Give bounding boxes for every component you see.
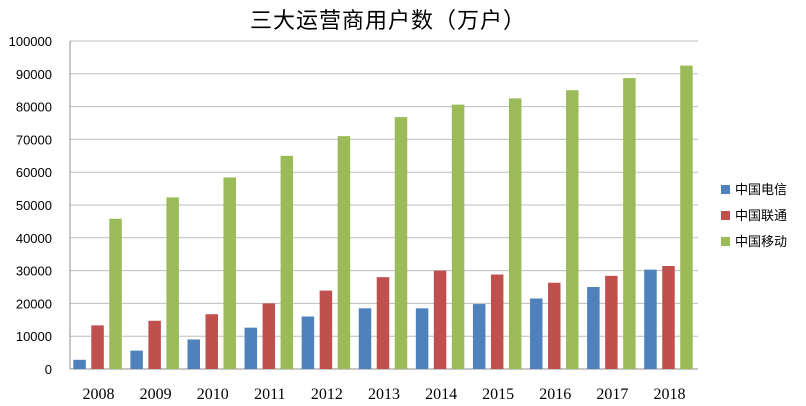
bar-中国电信-2008 bbox=[73, 359, 86, 369]
legend-label: 中国联通 bbox=[735, 209, 787, 224]
y-tick-label: 50000 bbox=[16, 198, 52, 213]
legend-swatch bbox=[721, 185, 730, 194]
x-tick-label: 2012 bbox=[311, 386, 343, 403]
bar-中国联通-2014 bbox=[433, 270, 447, 369]
y-tick-label: 60000 bbox=[16, 165, 52, 180]
y-tick-label: 30000 bbox=[16, 264, 52, 279]
bar-中国联通-2008 bbox=[91, 325, 104, 369]
bar-中国移动-2017 bbox=[623, 78, 636, 370]
bar-中国电信-2014 bbox=[415, 308, 429, 369]
bar-中国电信-2011 bbox=[244, 327, 258, 369]
bar-中国联通-2016 bbox=[548, 282, 561, 369]
bar-中国移动-2010 bbox=[223, 177, 236, 369]
bar-中国电信-2015 bbox=[472, 304, 486, 369]
legend-swatch bbox=[721, 237, 730, 246]
y-tick-label: 10000 bbox=[16, 329, 52, 344]
x-axis-ticks: 2008 2009 2010 2011 2012 2013 2014 2015 2016 2017… bbox=[83, 386, 686, 403]
y-tick-label: 90000 bbox=[16, 67, 52, 82]
x-tick-label: 2008 bbox=[83, 386, 115, 403]
y-axis-ticks: 0 10000 20000 30000 40000 50000 60000 70000 8000… bbox=[9, 34, 52, 377]
bar-中国电信-2016 bbox=[530, 298, 543, 369]
x-tick-label: 2014 bbox=[425, 386, 457, 403]
bar-中国联通-2018 bbox=[662, 266, 675, 369]
y-tick-label: 70000 bbox=[16, 132, 52, 147]
legend-label: 中国移动 bbox=[735, 235, 787, 250]
bar-中国移动-2016 bbox=[566, 90, 579, 369]
legend-label: 中国电信 bbox=[735, 183, 787, 198]
bar-中国移动-2015 bbox=[508, 98, 522, 370]
bar-中国移动-2008 bbox=[109, 218, 122, 369]
x-tick-label: 2015 bbox=[482, 386, 514, 403]
bar-中国移动-2013 bbox=[394, 117, 408, 369]
x-tick-label: 2009 bbox=[140, 386, 172, 403]
bar-中国联通-2012 bbox=[319, 290, 333, 369]
bar-中国联通-2017 bbox=[605, 275, 618, 369]
bar-中国联通-2013 bbox=[376, 277, 390, 369]
x-tick-label: 2011 bbox=[254, 386, 285, 403]
bar-中国电信-2013 bbox=[358, 308, 372, 369]
x-tick-label: 2018 bbox=[653, 386, 685, 403]
bar-中国移动-2009 bbox=[166, 197, 179, 369]
bar-中国电信-2010 bbox=[187, 339, 200, 369]
x-tick-label: 2010 bbox=[197, 386, 229, 403]
bar-中国联通-2015 bbox=[490, 274, 504, 369]
y-tick-label: 40000 bbox=[16, 231, 52, 246]
x-tick-label: 2016 bbox=[539, 386, 571, 403]
legend-swatch bbox=[721, 211, 730, 220]
bar-中国移动-2014 bbox=[451, 104, 465, 369]
y-tick-label: 100000 bbox=[9, 34, 52, 49]
bar-中国联通-2011 bbox=[262, 303, 276, 369]
bars bbox=[73, 65, 693, 370]
y-tick-label: 20000 bbox=[16, 296, 52, 311]
x-tick-label: 2017 bbox=[596, 386, 628, 403]
y-tick-label: 80000 bbox=[16, 100, 52, 115]
chart-title: 三大运营商用户数（万户） bbox=[250, 9, 526, 34]
bar-中国移动-2011 bbox=[280, 155, 294, 369]
bar-中国电信-2017 bbox=[587, 287, 600, 369]
y-tick-label: 0 bbox=[45, 362, 52, 377]
bar-中国电信-2018 bbox=[644, 269, 657, 369]
bar-中国电信-2009 bbox=[130, 350, 143, 369]
bar-中国联通-2009 bbox=[148, 320, 161, 369]
bar-中国移动-2012 bbox=[337, 136, 351, 369]
bar-中国电信-2012 bbox=[301, 316, 315, 369]
bar-中国移动-2018 bbox=[680, 65, 693, 369]
bar-中国联通-2010 bbox=[205, 314, 218, 369]
x-tick-label: 2013 bbox=[368, 386, 400, 403]
